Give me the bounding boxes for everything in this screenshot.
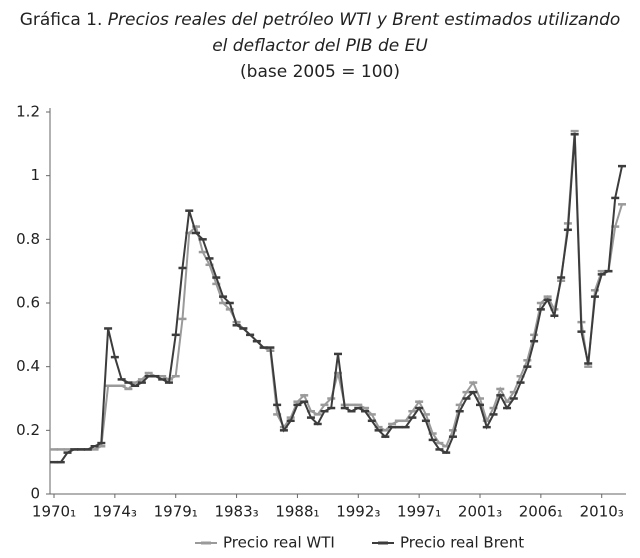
y-tick-label: 0.4 xyxy=(16,357,40,375)
y-tick-label: 1.2 xyxy=(16,103,40,121)
x-tick-label: 1983₃ xyxy=(214,503,258,521)
y-tick-label: 0 xyxy=(30,485,40,503)
legend-label: Precio real Brent xyxy=(400,534,524,552)
y-tick-label: 1 xyxy=(30,166,40,184)
series-line xyxy=(54,134,623,464)
x-tick-label: 1974₃ xyxy=(93,503,137,521)
x-tick-label: 2001₃ xyxy=(458,503,502,521)
x-tick-label: 1997₁ xyxy=(397,503,441,521)
y-tick-label: 0.2 xyxy=(16,421,40,439)
chart-title: Gráfica 1. Precios reales del petróleo W… xyxy=(20,10,621,56)
series-line xyxy=(54,131,623,451)
x-tick-label: 1992₃ xyxy=(336,503,380,521)
x-tick-label: 2010₃ xyxy=(580,503,624,521)
y-tick-label: 0.6 xyxy=(16,294,40,312)
x-tick-label: 1970₁ xyxy=(32,503,76,521)
title-text: Precios reales del petróleo WTI y Brent … xyxy=(108,10,621,30)
x-tick-label: 2006₁ xyxy=(519,503,563,521)
x-tick-label: 1979₁ xyxy=(154,503,198,521)
title-text-line2: el deflactor del PIB de EU xyxy=(212,36,428,56)
x-tick-label: 1988₁ xyxy=(275,503,319,521)
legend-label: Precio real WTI xyxy=(223,534,335,552)
y-tick-label: 0.8 xyxy=(16,230,40,248)
chart-subtitle: (base 2005 = 100) xyxy=(240,62,400,82)
title-label: Gráfica 1. xyxy=(20,10,103,30)
